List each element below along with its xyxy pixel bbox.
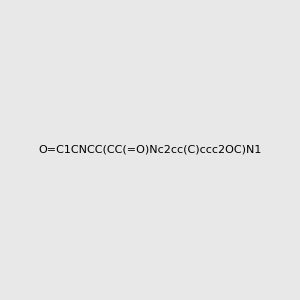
Text: O=C1CNCC(CC(=O)Nc2cc(C)ccc2OC)N1: O=C1CNCC(CC(=O)Nc2cc(C)ccc2OC)N1 (38, 145, 262, 155)
